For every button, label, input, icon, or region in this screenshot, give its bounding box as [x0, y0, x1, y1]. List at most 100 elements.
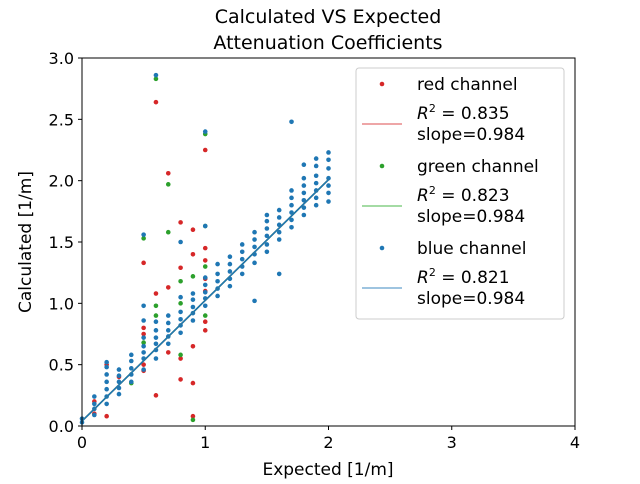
- legend: red channel R2 = 0.835 slope=0.984 green ch…: [355, 67, 565, 320]
- red-point: [178, 265, 183, 271]
- blue-point: [289, 217, 294, 223]
- red-point: [190, 227, 196, 233]
- green-point: [202, 313, 208, 318]
- blue-point: [104, 372, 109, 377]
- red-point: [202, 328, 208, 333]
- green-channel-points: [129, 76, 208, 423]
- blue-point: [165, 341, 171, 347]
- blue-point: [92, 401, 97, 407]
- red-point: [141, 325, 146, 331]
- blue-point: [104, 379, 109, 385]
- blue-point: [92, 394, 97, 399]
- green-point: [141, 340, 146, 345]
- fit-lines: [81, 179, 330, 422]
- blue-point: [252, 229, 257, 235]
- blue-legend-slope: slope=0.984: [417, 289, 525, 309]
- blue-point: [165, 328, 171, 333]
- green-point: [202, 264, 208, 269]
- blue-legend-marker: [379, 245, 385, 251]
- blue-point: [116, 391, 122, 397]
- blue-point: [104, 364, 109, 370]
- blue-point: [116, 367, 122, 372]
- blue-point: [141, 318, 146, 323]
- blue-point: [301, 162, 307, 168]
- blue-point: [227, 269, 233, 274]
- blue-point: [289, 210, 294, 215]
- blue-point: [276, 229, 282, 235]
- red-point: [153, 99, 159, 105]
- green-point: [165, 229, 171, 235]
- blue-point: [326, 190, 331, 196]
- blue-point: [313, 173, 319, 179]
- blue-point: [227, 283, 233, 289]
- y-axis-ticks: 0.0 0.5 1.0 1.5 2.0 2.5 3.0: [49, 49, 82, 436]
- y-tick-label: 1.5: [49, 233, 74, 252]
- blue-point: [326, 150, 331, 155]
- green-point: [178, 278, 183, 284]
- blue-point: [276, 271, 282, 277]
- blue-point: [264, 249, 270, 255]
- blue-point: [116, 373, 122, 379]
- blue-point: [239, 242, 245, 247]
- blue-point: [178, 316, 183, 322]
- red-point: [178, 377, 183, 382]
- red-point: [202, 319, 208, 325]
- red-point: [104, 413, 109, 419]
- red-legend-label: red channel: [417, 75, 518, 95]
- green-point: [190, 274, 196, 279]
- blue-point: [202, 129, 208, 134]
- blue-point: [289, 202, 294, 208]
- red-point: [141, 362, 146, 367]
- blue-point: [326, 175, 331, 181]
- blue-point: [202, 289, 208, 295]
- red-point: [202, 147, 208, 153]
- y-axis-label: Calculated [1/m]: [16, 171, 36, 313]
- blue-point: [129, 352, 134, 358]
- blue-point: [202, 303, 208, 309]
- blue-point: [202, 223, 208, 229]
- blue-point: [141, 343, 146, 349]
- blue-point: [190, 318, 196, 323]
- blue-point: [289, 195, 294, 201]
- blue-point: [190, 304, 196, 310]
- blue-point: [301, 190, 307, 196]
- y-tick-label: 2.5: [49, 110, 74, 129]
- blue-point: [165, 320, 171, 326]
- blue-point: [178, 239, 183, 245]
- green-point: [190, 417, 196, 423]
- scatter-points: [79, 72, 331, 425]
- red-channel-points: [92, 99, 208, 419]
- blue-point: [276, 237, 282, 242]
- green-legend-label: green channel: [417, 157, 539, 177]
- blue-point: [215, 271, 220, 277]
- blue-fit-line: [81, 179, 330, 422]
- blue-point: [165, 313, 171, 318]
- blue-point: [264, 226, 270, 231]
- x-tick-label: 1: [200, 433, 210, 452]
- blue-point: [264, 242, 270, 247]
- blue-point: [264, 212, 270, 218]
- blue-point: [141, 303, 146, 309]
- blue-point: [178, 294, 183, 300]
- blue-point: [252, 260, 257, 266]
- chart-title: Calculated VS Expected Attenuation Coeff…: [213, 6, 442, 54]
- blue-point: [326, 183, 331, 188]
- blue-point: [289, 224, 294, 230]
- blue-point: [129, 379, 134, 385]
- blue-point: [141, 350, 146, 355]
- blue-point: [153, 319, 159, 325]
- red-point: [165, 171, 171, 176]
- blue-point: [313, 195, 319, 201]
- blue-point: [104, 386, 109, 392]
- red-legend-r2: R2 = 0.835: [417, 102, 510, 124]
- red-legend-marker: [379, 81, 385, 87]
- blue-point: [178, 309, 183, 315]
- blue-point: [264, 218, 270, 224]
- red-point: [165, 350, 171, 355]
- blue-point: [202, 275, 208, 280]
- green-legend-r2: R2 = 0.823: [417, 184, 510, 206]
- red-point: [202, 245, 208, 251]
- blue-point: [153, 341, 159, 347]
- red-point: [141, 260, 146, 266]
- blue-point: [301, 183, 307, 188]
